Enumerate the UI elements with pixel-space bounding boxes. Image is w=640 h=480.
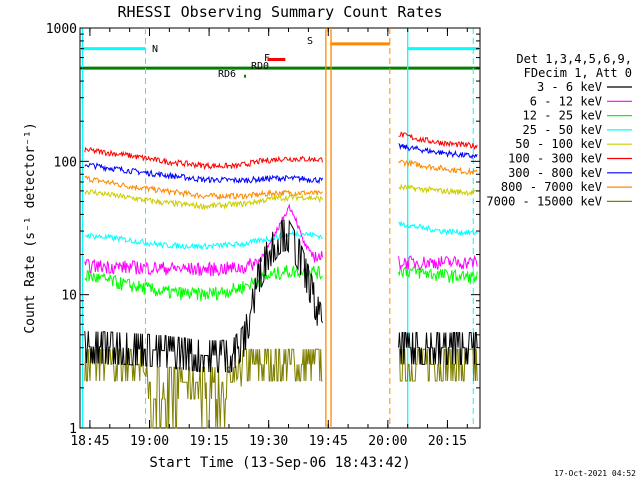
x-tick-label: 19:00 <box>130 434 169 449</box>
series-line-300-800-kev-seg1 <box>84 162 323 185</box>
series-line-25-50-kev-seg2 <box>398 221 478 236</box>
series-line-7000-15000-kev-seg1 <box>84 348 323 429</box>
legend-entry-label: 6 - 12 keV <box>530 94 602 108</box>
y-tick-label: 1 <box>69 422 77 437</box>
series-line-3-6-kev-seg2 <box>398 332 478 365</box>
flag-label-rd6: RD6 <box>218 69 236 80</box>
legend-entry-label: 12 - 25 keV <box>523 109 602 123</box>
legend-entry-label: 50 - 100 keV <box>515 137 602 151</box>
series-line-12-25-kev-seg1 <box>84 264 323 302</box>
x-tick-label: 20:00 <box>368 434 407 449</box>
flag-label-f: F <box>264 53 270 64</box>
y-tick-label: 1000 <box>46 22 77 37</box>
legend-header-line: FDecim 1, Att 0 <box>524 66 632 80</box>
flags-layer <box>80 42 480 78</box>
plot-frame <box>79 27 481 429</box>
y-axis-label: Count Rate (s⁻¹ detector⁻¹) <box>23 122 38 333</box>
series-line-100-300-kev-seg1 <box>84 146 323 171</box>
flag-label-s: S <box>307 36 313 47</box>
x-tick-label: 20:15 <box>428 434 467 449</box>
chart-title: RHESSI Observing Summary Count Rates <box>117 3 442 21</box>
series-line-100-300-kev-seg2 <box>398 131 478 151</box>
x-tick-label: 19:15 <box>190 434 229 449</box>
flag-label-rd0: RD0 <box>251 61 269 72</box>
x-axis-ticks: 18:45 19:00 19:15 19:30 19:45 20:00 20:15 <box>70 28 468 449</box>
y-tick-label: 10 <box>61 289 77 304</box>
series-line-6-12-kev-seg1 <box>84 203 323 277</box>
x-tick-label: 18:45 <box>70 434 109 449</box>
series-line-6-12-kev-seg2 <box>398 254 478 271</box>
footer-timestamp: 17-Oct-2021 04:52 <box>554 469 636 478</box>
y-tick-label: 100 <box>54 155 77 170</box>
legend-entry-label: 25 - 50 keV <box>523 123 602 137</box>
legend-entry-label: 7000 - 15000 keV <box>486 194 602 208</box>
series-line-3-6-kev-seg1 <box>84 219 323 373</box>
legend-entry-label: 800 - 7000 keV <box>501 180 602 194</box>
series-layer <box>84 131 478 429</box>
series-line-50-100-kev-seg2 <box>398 183 478 197</box>
series-line-800-7000-kev-seg1 <box>84 175 323 201</box>
legend-entry-label: 3 - 6 keV <box>537 80 602 94</box>
legend: Det 1,3,4,5,6,9,FDecim 1, Att 03 - 6 keV… <box>486 52 632 208</box>
legend-entry-label: 100 - 300 keV <box>508 152 602 166</box>
x-tick-label: 19:45 <box>309 434 348 449</box>
series-line-50-100-kev-seg1 <box>84 189 323 211</box>
legend-header-line: Det 1,3,4,5,6,9, <box>516 52 632 66</box>
y-axis-ticks: 1 10 100 1000 <box>46 22 480 437</box>
series-line-800-7000-kev-seg2 <box>398 158 478 176</box>
legend-entry-label: 300 - 800 keV <box>508 166 602 180</box>
flag-label-n: N <box>152 44 158 55</box>
x-tick-label: 19:30 <box>249 434 288 449</box>
series-line-300-800-kev-seg2 <box>398 143 478 160</box>
x-axis-label: Start Time (13-Sep-06 18:43:42) <box>149 455 410 471</box>
series-line-12-25-kev-seg2 <box>398 265 478 285</box>
